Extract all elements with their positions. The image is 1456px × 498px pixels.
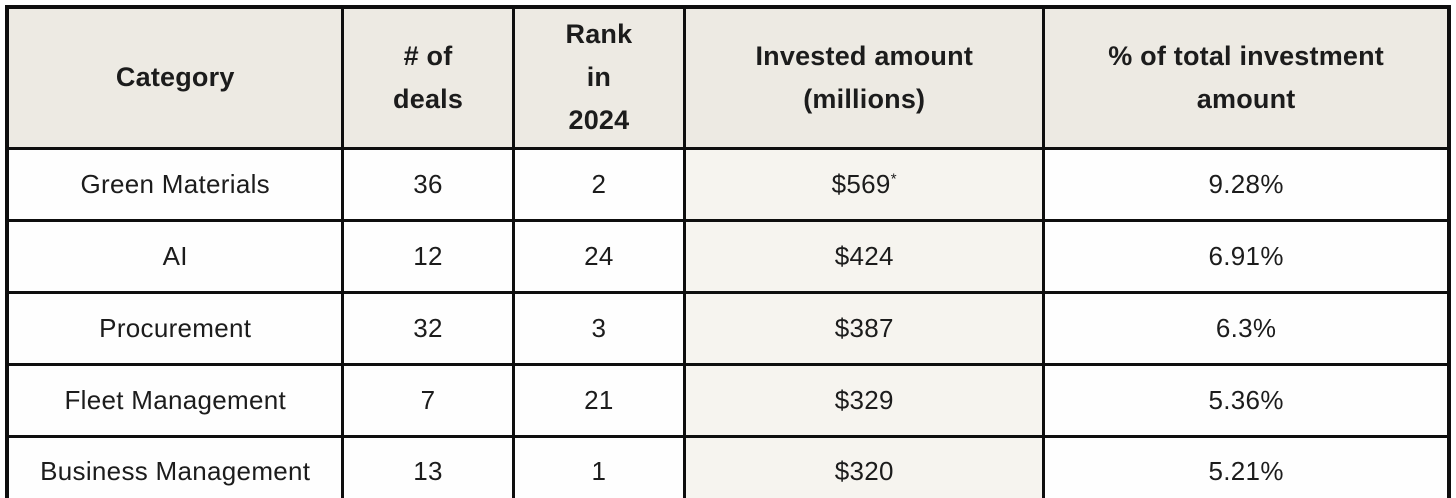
cell-rank: 24 xyxy=(511,218,687,294)
header-pct: % of total investment amount xyxy=(1042,5,1451,150)
cell-category: Procurement xyxy=(5,290,345,366)
cell-category: AI xyxy=(5,218,345,294)
invested-amount: $387 xyxy=(834,312,894,343)
invested-amount: $569 xyxy=(831,168,891,199)
cell-pct: 5.36% xyxy=(1042,362,1451,438)
header-category: Category xyxy=(5,5,345,150)
cell-invested: $424 xyxy=(683,218,1046,294)
cell-deals: 32 xyxy=(341,290,515,366)
cell-category: Green Materials xyxy=(5,146,345,222)
cell-invested: $329 xyxy=(683,362,1046,438)
cell-pct: 9.28% xyxy=(1042,146,1451,222)
cell-deals: 7 xyxy=(341,362,515,438)
cell-pct: 6.91% xyxy=(1042,218,1451,294)
cell-pct: 6.3% xyxy=(1042,290,1451,366)
invested-amount: $320 xyxy=(834,456,894,487)
header-rank: Rank in 2024 xyxy=(511,5,687,150)
cell-category: Fleet Management xyxy=(5,362,345,438)
invested-amount: $424 xyxy=(834,240,894,271)
cell-rank: 1 xyxy=(511,434,687,498)
cell-category: Business Management xyxy=(5,434,345,498)
invested-amount: $329 xyxy=(834,384,894,415)
cell-rank: 3 xyxy=(511,290,687,366)
header-deals: # of deals xyxy=(341,5,515,150)
table-header: Category # of deals Rank in 2024 Investe… xyxy=(5,5,1451,150)
cell-rank: 2 xyxy=(511,146,687,222)
cell-deals: 13 xyxy=(341,434,515,498)
cell-invested: $569* xyxy=(683,146,1046,222)
cell-invested: $320 xyxy=(683,434,1046,498)
cell-invested: $387 xyxy=(683,290,1046,366)
cell-pct: 5.21% xyxy=(1042,434,1451,498)
table-row: AI 12 24 $424 6.91% xyxy=(5,218,1451,294)
table-body: Green Materials 36 2 $569* 9.28% AI 12 2… xyxy=(5,146,1451,498)
footnote-asterisk: * xyxy=(890,169,897,187)
table-row: Business Management 13 1 $320 5.21% xyxy=(5,434,1451,498)
header-invested: Invested amount (millions) xyxy=(683,5,1046,150)
table-row: Fleet Management 7 21 $329 5.36% xyxy=(5,362,1451,438)
cell-rank: 21 xyxy=(511,362,687,438)
cell-deals: 36 xyxy=(341,146,515,222)
cell-deals: 12 xyxy=(341,218,515,294)
header-row: Category # of deals Rank in 2024 Investe… xyxy=(5,5,1451,150)
table-row: Procurement 32 3 $387 6.3% xyxy=(5,290,1451,366)
table-row: Green Materials 36 2 $569* 9.28% xyxy=(5,146,1451,222)
investment-table: Category # of deals Rank in 2024 Investe… xyxy=(5,5,1451,498)
